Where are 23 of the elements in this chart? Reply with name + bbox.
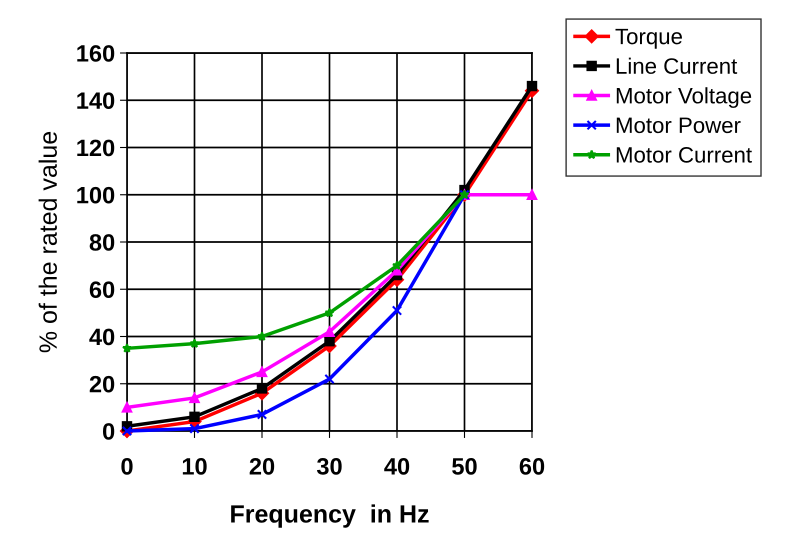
x-tick-label: 30 <box>316 458 342 475</box>
y-tick-label: 0 <box>103 423 114 440</box>
y-tick-label: 140 <box>77 92 114 110</box>
y-tick-label: 60 <box>90 281 114 298</box>
y-axis-title: % of the rated value <box>38 132 57 352</box>
legend-label: Motor Power <box>616 118 741 134</box>
x-tick-label: 60 <box>520 458 544 475</box>
legend-label: Motor Voltage <box>616 87 752 108</box>
y-tick-label: 120 <box>77 140 114 156</box>
y-tick-label: 160 <box>77 45 114 62</box>
x-tick-label: 20 <box>250 458 274 475</box>
x-tick-label: 10 <box>182 458 207 475</box>
legend-label: Torque <box>616 28 682 49</box>
y-tick-label: 20 <box>90 376 114 393</box>
x-tick-label: 50 <box>452 458 477 475</box>
legend-label: Line Current <box>616 58 738 74</box>
y-tick-label: 100 <box>77 186 114 204</box>
legend-label: Motor Current <box>616 147 752 163</box>
y-tick-label: 40 <box>89 328 114 346</box>
x-axis-title: Frequency in Hz <box>231 504 429 528</box>
x-tick-label: 0 <box>121 458 133 475</box>
x-tick-label: 40 <box>384 458 410 475</box>
y-tick-label: 80 <box>90 234 114 251</box>
